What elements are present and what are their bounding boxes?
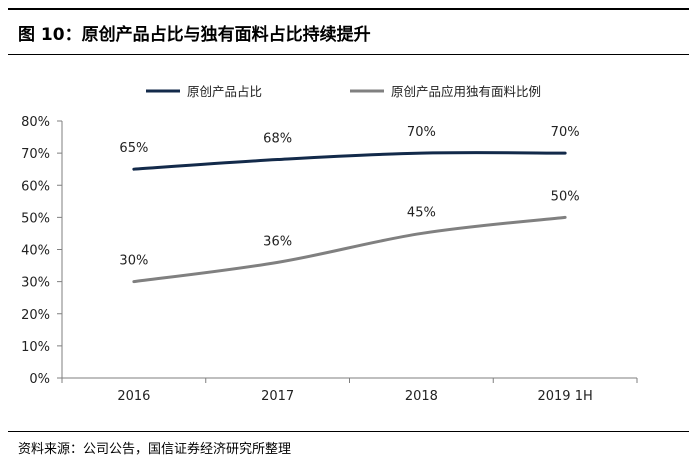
x-tick-label: 2018 (405, 389, 438, 404)
series-lines (132, 151, 567, 284)
y-tick-label: 30% (21, 276, 50, 291)
legend-label-1: 原创产品占比 (187, 84, 262, 99)
y-tick-label: 20% (21, 308, 50, 323)
data-label: 36% (263, 234, 292, 249)
title-rule (8, 54, 689, 55)
y-tick-label: 50% (21, 211, 50, 226)
series-line-1 (132, 151, 567, 171)
x-tick-label: 2017 (261, 389, 294, 404)
x-tick-label: 2019 1H (537, 389, 592, 404)
y-tick-label: 0% (29, 372, 50, 387)
data-label: 68% (263, 132, 292, 147)
data-label: 30% (119, 254, 148, 269)
y-tick-label: 70% (21, 147, 50, 162)
data-label: 45% (407, 205, 436, 220)
top-rule (8, 8, 689, 10)
figure-title: 图 10：原创产品占比与独有面料占比持续提升 (18, 25, 371, 45)
y-tick-label: 60% (21, 179, 50, 194)
data-label: 65% (119, 141, 148, 156)
data-label: 70% (551, 125, 580, 140)
y-tick-label: 40% (21, 244, 50, 259)
bottom-rule (8, 431, 689, 432)
legend: 原创产品占比 原创产品应用独有面料比例 (146, 84, 541, 99)
axes: 0% 10% 20% 30% 40% 50% 60% 70% 80% 2016 2017 2018 20… (21, 115, 638, 404)
series-line-2 (132, 215, 567, 284)
data-label: 70% (407, 125, 436, 140)
data-labels: 65% 68% 70% 70% 30% 36% 45% 50% (119, 125, 579, 269)
data-label: 50% (551, 189, 580, 204)
legend-label-2: 原创产品应用独有面料比例 (391, 84, 541, 99)
x-tick-label: 2016 (117, 389, 150, 404)
y-tick-label: 80% (21, 115, 50, 130)
source-note: 资料来源：公司公告，国信证券经济研究所整理 (18, 442, 292, 457)
y-tick-label: 10% (21, 340, 50, 355)
